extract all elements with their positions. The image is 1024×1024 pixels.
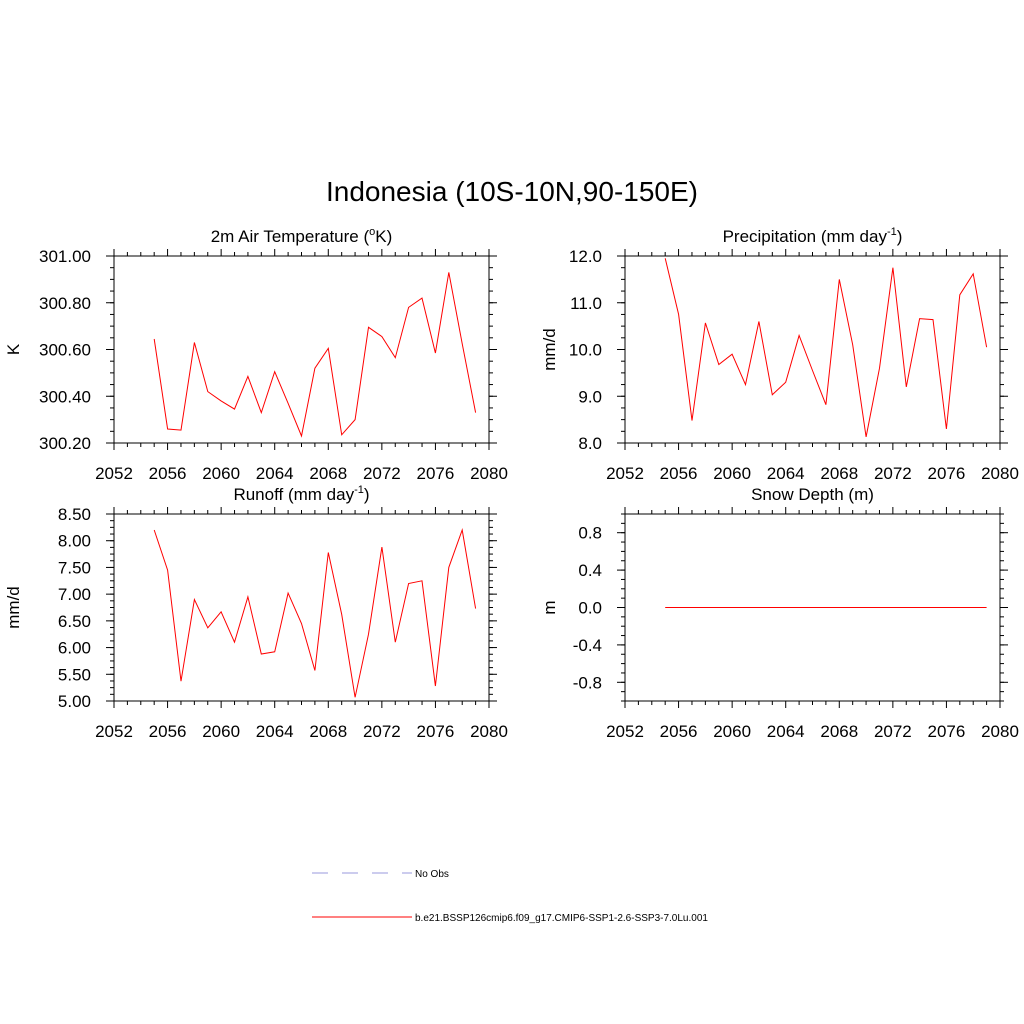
- y-tick-label: 8.0: [578, 434, 602, 453]
- y-axis-label: mm/d: [4, 586, 23, 629]
- x-tick-label: 2068: [820, 464, 858, 483]
- panel-title-close: ): [897, 227, 903, 246]
- series-line: [153, 272, 477, 438]
- plot-frame: [624, 255, 1001, 444]
- x-tick-label: 2072: [363, 722, 401, 741]
- panel-title-text: Runoff (mm day: [233, 485, 354, 504]
- y-tick-label: 300.20: [39, 434, 91, 453]
- panel-title-superscript: -1: [354, 484, 364, 496]
- x-tick-label: 2056: [149, 464, 187, 483]
- x-tick-label: 2064: [256, 464, 294, 483]
- y-tick-label: 12.0: [569, 247, 602, 266]
- x-tick-label: 2068: [309, 722, 347, 741]
- panel-title-superscript: -1: [887, 226, 897, 238]
- x-tick-label: 2072: [363, 464, 401, 483]
- y-tick-label: -0.4: [573, 636, 602, 655]
- panel-4: Snow Depth (m) 2052 2056 2060 2064 2068 2072 20…: [540, 485, 1019, 741]
- legend-model-label: b.e21.BSSP126cmip6.f09_g17.CMIP6-SSP1-2.…: [415, 913, 708, 924]
- y-tick-label: -0.8: [573, 673, 602, 692]
- x-tick-label: 2052: [95, 464, 133, 483]
- panel-title-text: Precipitation (mm day: [723, 227, 888, 246]
- x-tick-label: 2060: [202, 722, 240, 741]
- panel-2: Precipitation (mm day-1) 2052 2056 2060 2064…: [540, 226, 1019, 483]
- panel-title: 2m Air Temperature (oK): [211, 226, 393, 246]
- y-axis-label: K: [4, 343, 23, 355]
- y-tick-label: 300.80: [39, 294, 91, 313]
- series-line: [153, 528, 477, 698]
- panel-title: Snow Depth (m): [751, 485, 874, 504]
- y-axis-label: m: [540, 600, 559, 614]
- y-tick-label: 0.0: [578, 599, 602, 618]
- panel-1: 2m Air Temperature (oK) 2052 2056 2060 2064 2…: [4, 226, 508, 483]
- x-tick-label: 2072: [874, 722, 912, 741]
- x-tick-label: 2068: [309, 464, 347, 483]
- y-tick-label: 10.0: [569, 341, 602, 360]
- y-tick-label: 300.60: [39, 341, 91, 360]
- y-tick-label: 300.40: [39, 387, 91, 406]
- plot-frame: [113, 255, 490, 444]
- x-tick-label: 2064: [767, 722, 805, 741]
- panel-title-text: 2m Air Temperature (: [211, 227, 370, 246]
- x-tick-label: 2056: [660, 464, 698, 483]
- x-tick-label: 2076: [417, 464, 455, 483]
- panel-title: Runoff (mm day-1): [233, 484, 369, 504]
- x-tick-label: 2060: [202, 464, 240, 483]
- y-tick-label: 7.00: [58, 585, 91, 604]
- y-tick-label: 5.00: [58, 692, 91, 711]
- y-tick-label: 5.50: [58, 665, 91, 684]
- y-axis-label: mm/d: [540, 328, 559, 371]
- x-tick-label: 2052: [606, 722, 644, 741]
- x-tick-label: 2056: [149, 722, 187, 741]
- legend: No Obs b.e21.BSSP126cmip6.f09_g17.CMIP6-…: [312, 869, 708, 924]
- x-tick-label: 2064: [256, 722, 294, 741]
- panel-title: Precipitation (mm day-1): [723, 226, 903, 246]
- x-tick-label: 2076: [928, 464, 966, 483]
- x-tick-label: 2060: [713, 722, 751, 741]
- x-tick-label: 2052: [606, 464, 644, 483]
- legend-obs-label: No Obs: [415, 869, 449, 880]
- y-tick-label: 301.00: [39, 247, 91, 266]
- x-tick-label: 2076: [417, 722, 455, 741]
- x-tick-label: 2060: [713, 464, 751, 483]
- plot-frame: [113, 513, 490, 702]
- y-tick-label: 6.50: [58, 612, 91, 631]
- y-tick-label: 9.0: [578, 387, 602, 406]
- series-line: [664, 258, 988, 437]
- x-tick-label: 2068: [820, 722, 858, 741]
- panel-title-close: ): [364, 485, 370, 504]
- y-tick-label: 11.0: [570, 294, 602, 313]
- panel-3: Runoff (mm day-1) 2052 2056 2060 2064 2068 207…: [4, 484, 508, 741]
- x-tick-label: 2076: [928, 722, 966, 741]
- x-tick-label: 2056: [660, 722, 698, 741]
- x-tick-label: 2080: [470, 464, 508, 483]
- y-tick-label: 8.50: [58, 505, 91, 524]
- y-tick-label: 6.00: [58, 639, 91, 658]
- main-title: Indonesia (10S-10N,90-150E): [326, 176, 698, 207]
- y-tick-label: 8.00: [58, 532, 91, 551]
- x-tick-label: 2080: [981, 722, 1019, 741]
- panels: 2m Air Temperature (oK)2052 2056 2060 2064 2…: [4, 226, 1019, 741]
- y-tick-label: 0.8: [578, 524, 602, 543]
- x-tick-label: 2052: [95, 722, 133, 741]
- x-tick-label: 2080: [981, 464, 1019, 483]
- panel-title-text: Snow Depth (m): [751, 485, 874, 504]
- panel-title-unit: K): [375, 227, 392, 246]
- x-tick-label: 2072: [874, 464, 912, 483]
- x-tick-label: 2064: [767, 464, 805, 483]
- y-tick-label: 0.4: [578, 561, 602, 580]
- y-tick-label: 7.50: [58, 558, 91, 577]
- panel-title-superscript: o: [369, 226, 375, 238]
- x-tick-label: 2080: [470, 722, 508, 741]
